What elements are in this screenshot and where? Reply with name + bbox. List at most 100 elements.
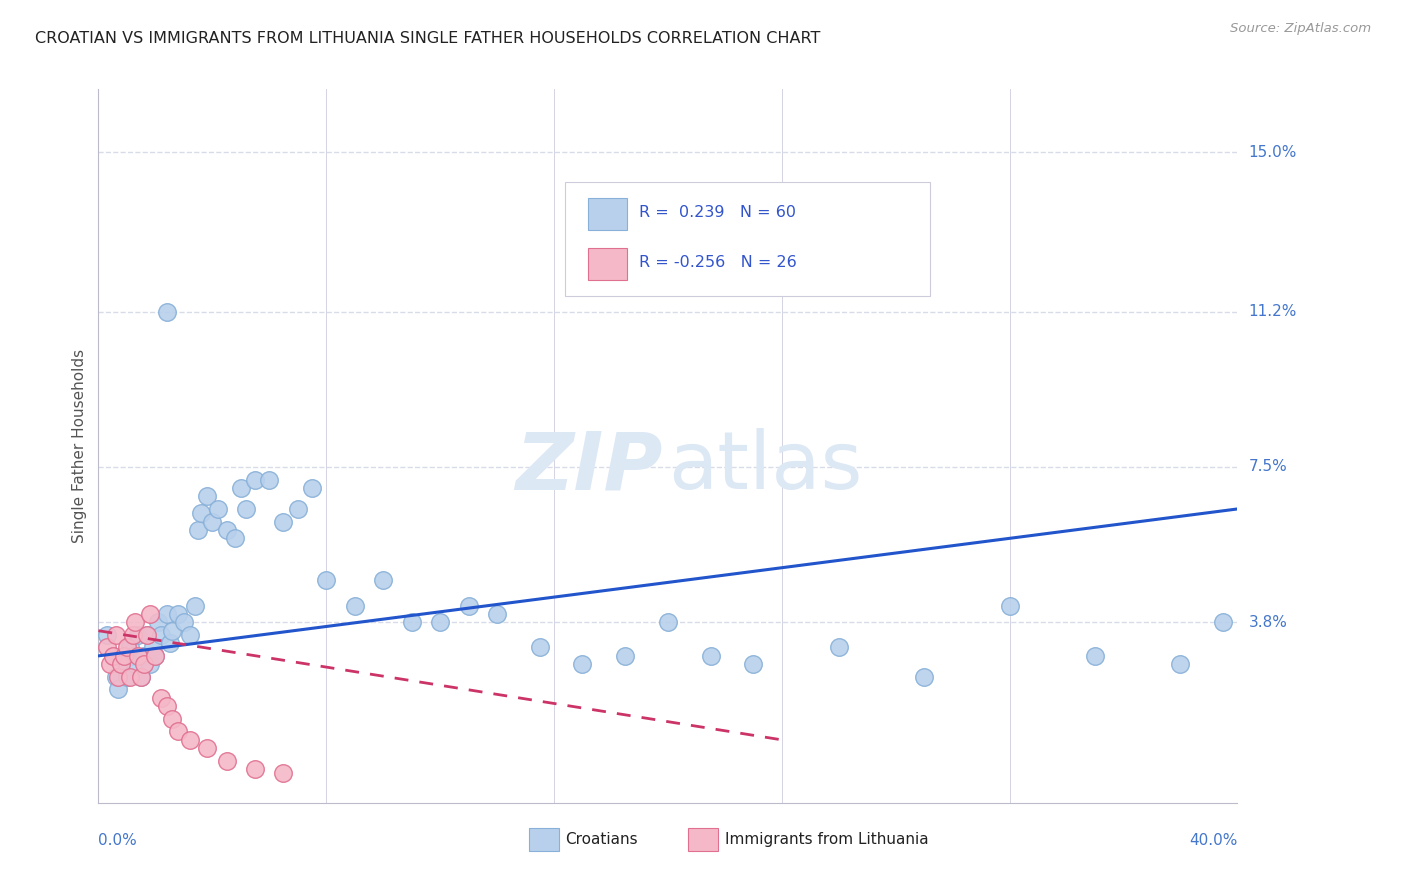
Point [150,628,173,642]
Point [373,574,395,588]
Text: 40.0%: 40.0% [1189,833,1237,848]
Point [107,682,129,697]
Point [657,615,679,630]
Point [179,732,201,747]
Point [1170,657,1192,672]
Point [96,640,118,655]
FancyBboxPatch shape [565,182,929,296]
Point [138,657,160,672]
Point [207,502,229,516]
Point [571,657,593,672]
Point [104,670,127,684]
Point [110,657,132,672]
Point [179,628,201,642]
Point [224,532,246,546]
Point [121,628,143,642]
Text: Croatians: Croatians [565,831,638,847]
Point [401,615,423,630]
Point [301,481,323,495]
Point [429,615,451,630]
Point [127,628,149,642]
Point [162,624,184,638]
Text: R =  0.239   N = 60: R = 0.239 N = 60 [640,205,796,220]
Point [112,648,135,663]
Text: 0.0%: 0.0% [98,833,138,848]
Point [124,657,146,672]
Text: 15.0%: 15.0% [1249,145,1296,160]
Point [115,670,138,684]
Point [742,657,765,672]
Point [828,640,851,655]
Point [201,515,224,529]
FancyBboxPatch shape [529,828,558,851]
Point [259,473,281,487]
Point [132,648,155,663]
Point [1084,648,1107,663]
Point [184,599,207,613]
Point [121,648,143,663]
Point [112,648,135,663]
Point [243,762,266,776]
Point [145,648,167,663]
Text: 7.5%: 7.5% [1249,459,1286,475]
Point [96,628,118,642]
Text: Immigrants from Lithuania: Immigrants from Lithuania [725,831,928,847]
Point [145,648,167,663]
Text: 11.2%: 11.2% [1249,304,1296,319]
FancyBboxPatch shape [588,198,627,230]
Point [107,670,129,684]
Point [135,628,157,642]
Text: 3.8%: 3.8% [1249,615,1288,630]
Point [127,648,149,663]
Point [159,636,181,650]
Y-axis label: Single Father Households: Single Father Households [72,349,87,543]
Point [156,607,179,621]
FancyBboxPatch shape [588,248,627,280]
Point [138,607,160,621]
Point [699,648,721,663]
Point [98,657,121,672]
Text: atlas: atlas [668,428,862,507]
Point [1212,615,1234,630]
Point [104,628,127,642]
Point [101,648,124,663]
Text: Source: ZipAtlas.com: Source: ZipAtlas.com [1230,22,1371,36]
Point [156,699,179,714]
Point [110,657,132,672]
Point [215,523,238,537]
Point [315,574,337,588]
Point [167,724,190,739]
Point [129,670,152,684]
Point [141,640,163,655]
Point [129,670,152,684]
Point [215,754,238,768]
Point [457,599,479,613]
Point [150,690,173,705]
Point [115,640,138,655]
Point [229,481,252,495]
Point [101,648,124,663]
Point [273,515,295,529]
Point [132,657,155,672]
Point [190,506,212,520]
Point [912,670,935,684]
Point [118,670,141,684]
Point [162,712,184,726]
FancyBboxPatch shape [689,828,718,851]
Point [529,640,551,655]
Text: CROATIAN VS IMMIGRANTS FROM LITHUANIA SINGLE FATHER HOUSEHOLDS CORRELATION CHART: CROATIAN VS IMMIGRANTS FROM LITHUANIA SI… [35,31,821,46]
Point [486,607,509,621]
Point [243,473,266,487]
Point [187,523,209,537]
Point [135,628,157,642]
Point [614,648,637,663]
Point [118,640,141,655]
Point [343,599,366,613]
Point [195,741,218,756]
Text: R = -0.256   N = 26: R = -0.256 N = 26 [640,255,797,270]
Point [173,615,195,630]
Text: ZIP: ZIP [515,428,662,507]
Point [195,489,218,503]
Point [235,502,257,516]
Point [998,599,1021,613]
